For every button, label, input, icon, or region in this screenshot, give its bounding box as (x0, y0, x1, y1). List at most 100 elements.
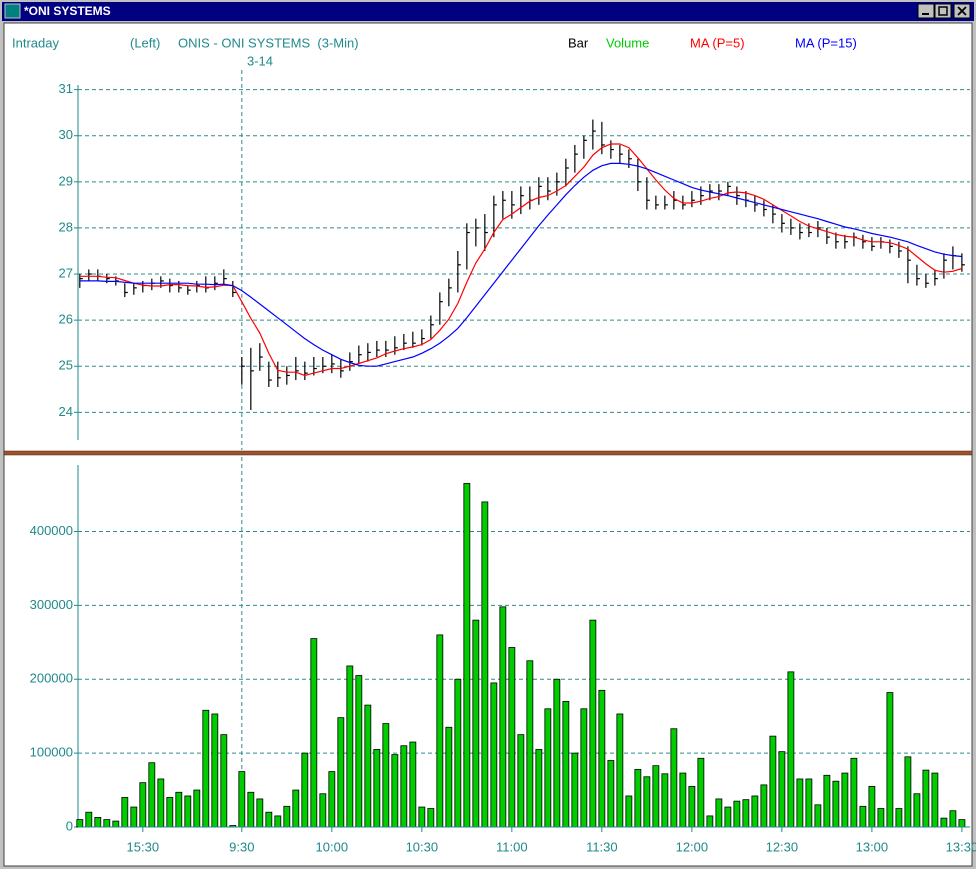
volume-bar (535, 749, 543, 828)
volume-bar (841, 772, 849, 828)
volume-bar (400, 745, 408, 828)
volume-bar (526, 660, 534, 828)
volume-bar (346, 665, 354, 828)
volume-bar (220, 734, 228, 828)
volume-bar (193, 789, 201, 828)
x-tick-label: 11:00 (496, 839, 528, 854)
volume-bar (103, 819, 111, 828)
volume-bar (265, 811, 273, 828)
volume-bar (661, 773, 669, 828)
volume-bar (931, 772, 939, 828)
volume-bar (166, 797, 174, 828)
x-tick-label: 13:00 (856, 839, 889, 854)
volume-bar (238, 771, 246, 828)
y-tick-label: 26 (59, 312, 73, 327)
volume-bar (247, 791, 255, 828)
date-label: 3-14 (247, 53, 273, 68)
close-glyph (957, 6, 967, 16)
volume-bar (274, 815, 282, 828)
volume-bar (184, 795, 192, 828)
volume-bar (787, 671, 795, 828)
volume-bar (391, 754, 399, 828)
volume-bar (706, 815, 714, 828)
volume-bar (697, 757, 705, 828)
window-buttons (917, 3, 971, 19)
legend-ma5: MA (P=5) (690, 35, 745, 50)
volume-bar (958, 819, 966, 828)
volume-bar (616, 713, 624, 828)
volume-bar (301, 752, 309, 828)
side-label: (Left) (130, 35, 160, 50)
volume-bar (742, 799, 750, 828)
volume-bar (571, 752, 579, 828)
x-tick-label: 12:30 (766, 839, 799, 854)
volume-bar (409, 741, 417, 828)
y-tick-label: 300000 (30, 597, 73, 612)
volume-bar (922, 769, 930, 828)
maximize-button[interactable] (934, 3, 952, 19)
volume-bar (895, 808, 903, 828)
volume-bar (886, 692, 894, 828)
volume-bar (292, 789, 300, 828)
volume-bar (94, 816, 102, 828)
volume-bar (382, 723, 390, 828)
y-tick-label: 100000 (30, 745, 73, 760)
volume-bar (724, 806, 732, 828)
volume-bar (472, 619, 480, 828)
volume-bar (508, 647, 516, 828)
volume-bar (373, 749, 381, 828)
volume-bar (598, 689, 606, 828)
volume-bar (562, 701, 570, 828)
y-tick-label: 28 (59, 219, 73, 234)
legend-volume: Volume (606, 35, 649, 50)
ma-line (79, 162, 962, 367)
volume-bar (778, 751, 786, 828)
volume-bar (850, 757, 858, 828)
legend-bar: Bar (568, 35, 589, 50)
volume-bar (913, 793, 921, 828)
volume-bar (805, 778, 813, 828)
volume-bar (139, 782, 147, 828)
volume-bar (328, 771, 336, 828)
volume-bar (553, 678, 561, 828)
volume-bar (499, 606, 507, 828)
volume-bar (877, 808, 885, 828)
x-tick-label: 11:30 (586, 839, 618, 854)
volume-bar (355, 675, 363, 828)
y-tick-label: 25 (59, 358, 73, 373)
volume-bar (688, 785, 696, 828)
volume-bar (364, 704, 372, 828)
x-tick-label: 15:30 (127, 839, 160, 854)
y-tick-label: 0 (66, 818, 73, 833)
volume-bar (481, 501, 489, 828)
minimize-button[interactable] (917, 3, 935, 19)
volume-bar (517, 734, 525, 828)
y-tick-label: 27 (59, 265, 73, 280)
volume-bar (751, 795, 759, 828)
volume-bar (418, 806, 426, 828)
volume-bar (868, 785, 876, 828)
volume-bar (940, 817, 948, 828)
volume-bar (211, 713, 219, 828)
volume-bar (445, 726, 453, 828)
volume-bar (175, 791, 183, 828)
volume-bar (463, 483, 471, 828)
volume-bar (112, 820, 120, 828)
volume-bar (310, 638, 318, 828)
y-tick-label: 200000 (30, 671, 73, 686)
volume-bar (85, 811, 93, 828)
x-tick-label: 13:30 (946, 839, 976, 854)
legend-ma15: MA (P=15) (795, 35, 857, 50)
mode-label: Intraday (12, 35, 59, 50)
panel-separator (3, 450, 973, 456)
maximize-glyph (938, 6, 948, 16)
volume-bar (256, 798, 264, 828)
window-title: *ONI SYSTEMS (24, 4, 111, 18)
volume-bar (580, 708, 588, 828)
volume-bar (490, 682, 498, 828)
volume-bar (949, 810, 957, 828)
app-icon (4, 3, 21, 19)
volume-bar (733, 800, 741, 828)
